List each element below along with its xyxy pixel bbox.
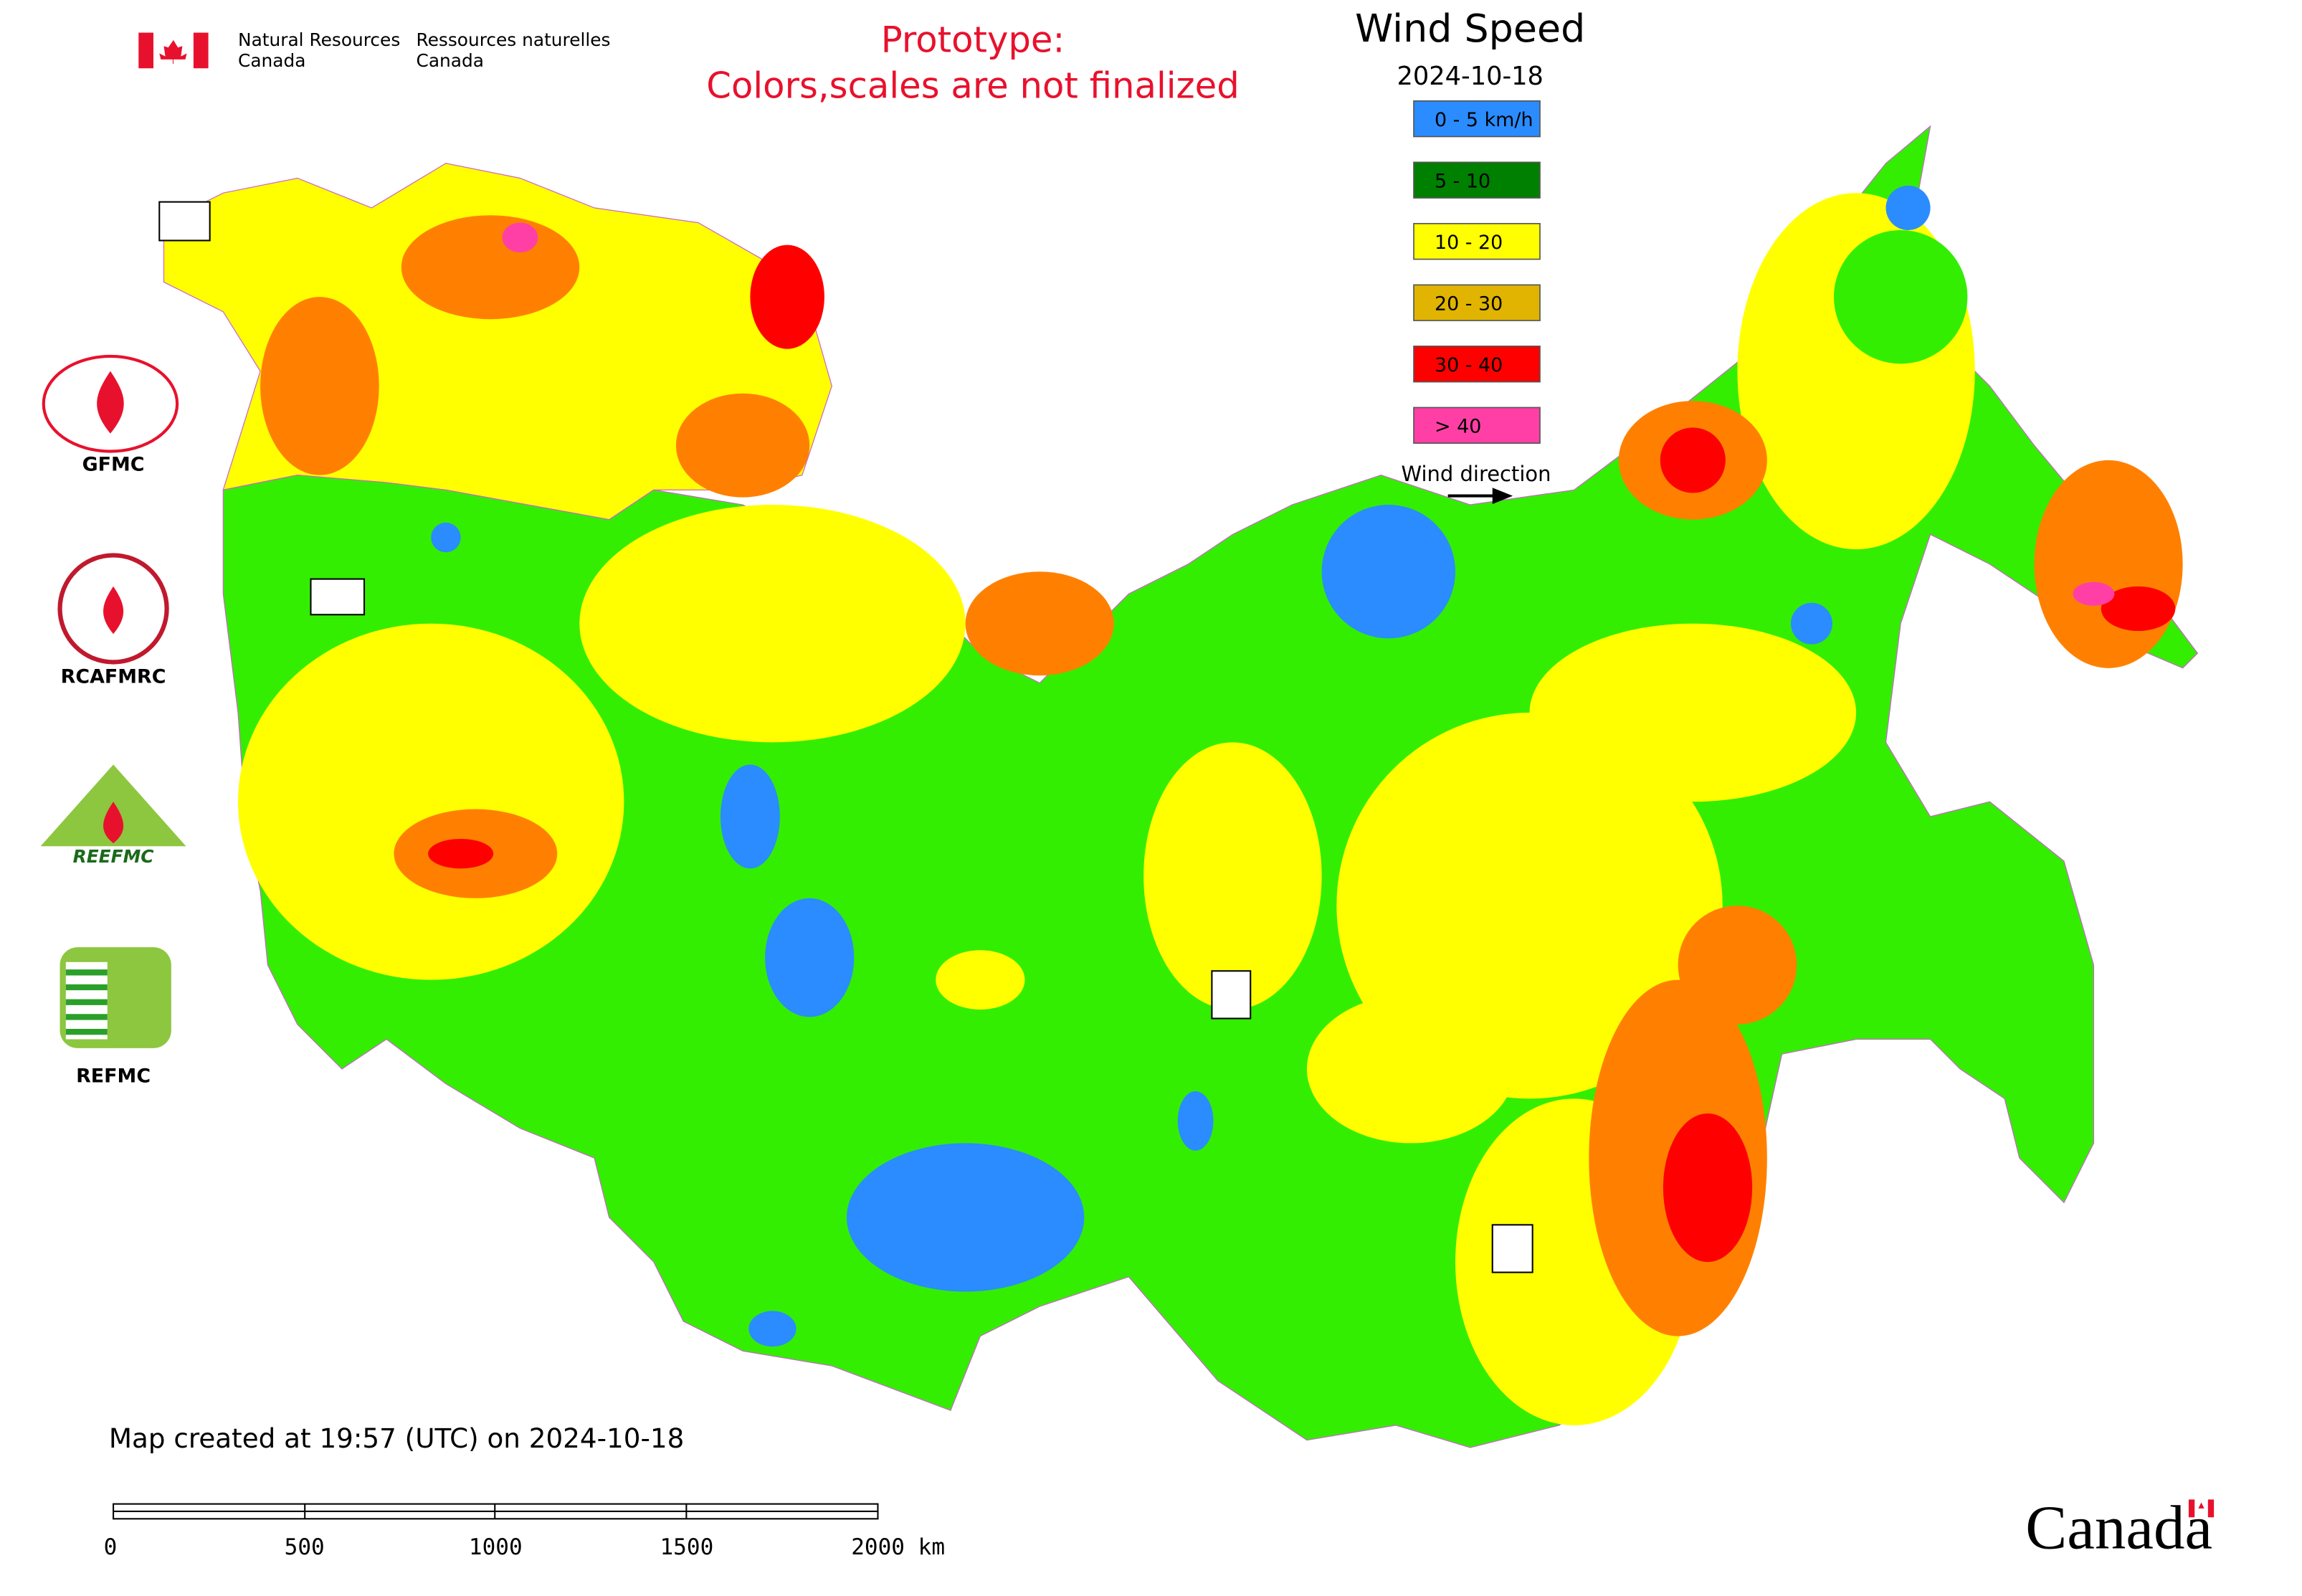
legend-item-label: 0 - 5 km/h bbox=[1435, 109, 1533, 131]
scale-label: 1000 bbox=[469, 1534, 523, 1560]
wind-direction-label: Wind direction bbox=[1401, 462, 1551, 486]
notice-line-2: Colors,scales are not finalized bbox=[706, 65, 1239, 107]
logo-label: RCAFMRC bbox=[61, 666, 166, 688]
scale-label: 1500 bbox=[660, 1534, 713, 1560]
agency-fr-2: Canada bbox=[417, 50, 484, 71]
legend-items: 0 - 5 km/h 5 - 10 10 - 20 20 - 30 30 - 40 > 4… bbox=[1413, 100, 1541, 444]
wind-arrow bbox=[1447, 488, 1513, 504]
legend-item-label: 20 - 30 bbox=[1435, 293, 1503, 315]
legend-item-label: 5 - 10 bbox=[1435, 171, 1490, 193]
legend-item-label: 10 - 20 bbox=[1435, 232, 1503, 254]
wordmark-flag bbox=[2188, 1499, 2215, 1518]
logo-label: REEFMC bbox=[73, 846, 154, 867]
scale-bar: 0 500 1000 1500 2000 km bbox=[104, 1503, 945, 1560]
scale-label: 2000 km bbox=[851, 1534, 945, 1560]
logo-label: REFMC bbox=[76, 1065, 151, 1088]
map-badges bbox=[158, 201, 1533, 1273]
legend-swatch bbox=[1413, 284, 1541, 321]
notice-line-1: Prototype: bbox=[881, 19, 1065, 60]
legend-swatch bbox=[1413, 161, 1541, 199]
partner-logos: GFMC RCAFMRC REEFMC REFMC bbox=[40, 354, 186, 1088]
legend-swatch bbox=[1413, 223, 1541, 260]
logo-label: GFMC bbox=[82, 453, 145, 475]
legend: Wind Speed 2024-10-18 0 - 5 km/h 5 - 10 10… bbox=[1355, 6, 1585, 504]
wind-zones bbox=[238, 185, 2183, 1425]
wind-map bbox=[163, 125, 2199, 1448]
legend-title: Wind Speed bbox=[1355, 6, 1585, 51]
legend-item-label: 30 - 40 bbox=[1435, 354, 1503, 376]
created-note: Map created at 19:57 (UTC) on 2024-10-18 bbox=[109, 1422, 684, 1454]
legend-swatch bbox=[1413, 407, 1541, 444]
agency-en-1: Natural Resources bbox=[238, 29, 400, 50]
legend-swatch bbox=[1413, 346, 1541, 383]
legend-date: 2024-10-18 bbox=[1397, 62, 1544, 91]
canada-wordmark: Canada bbox=[2025, 1493, 2212, 1562]
agency-en-2: Canada bbox=[238, 50, 305, 71]
scale-label: 500 bbox=[285, 1534, 325, 1560]
legend-swatch bbox=[1413, 100, 1541, 138]
agency-signature: Natural Resources Canada Ressources natu… bbox=[138, 29, 611, 71]
scale-label: 0 bbox=[104, 1534, 118, 1560]
agency-fr-1: Ressources naturelles bbox=[417, 29, 611, 50]
legend-item-label: > 40 bbox=[1435, 416, 1481, 438]
